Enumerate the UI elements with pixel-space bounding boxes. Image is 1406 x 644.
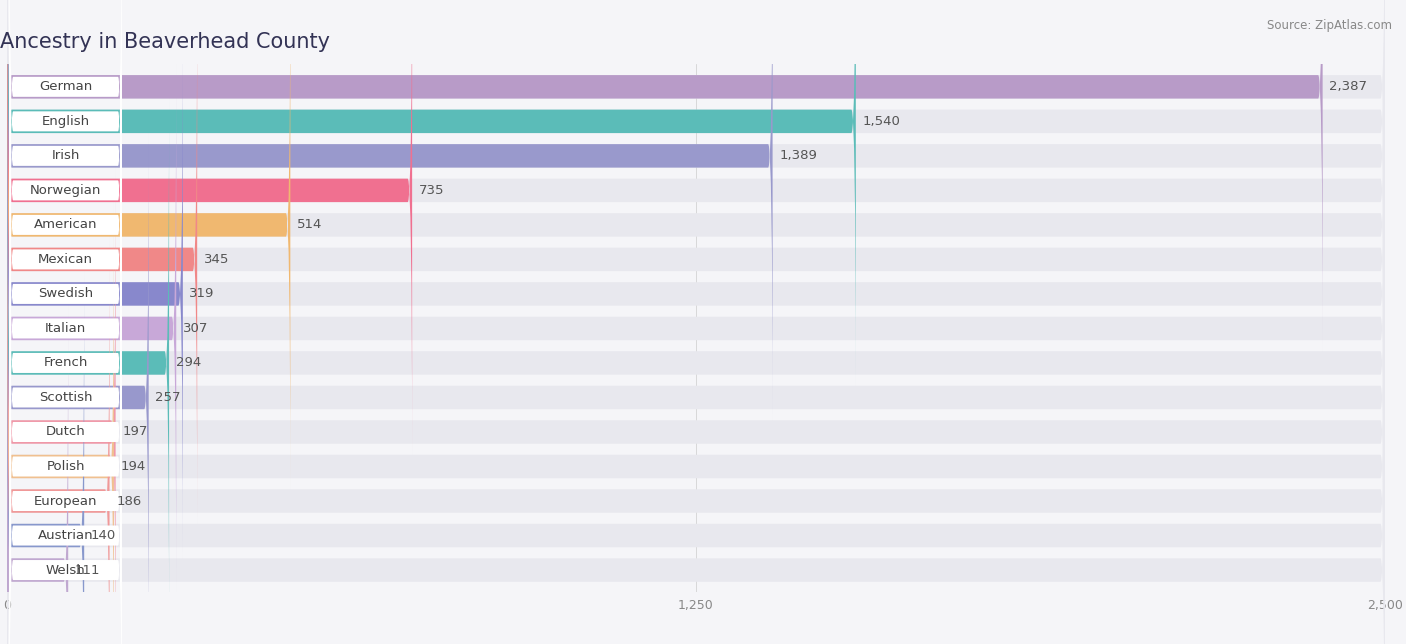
Text: Austrian: Austrian bbox=[38, 529, 93, 542]
Text: 1,540: 1,540 bbox=[862, 115, 900, 128]
FancyBboxPatch shape bbox=[7, 30, 183, 558]
FancyBboxPatch shape bbox=[7, 202, 1385, 644]
FancyBboxPatch shape bbox=[7, 306, 69, 644]
FancyBboxPatch shape bbox=[7, 0, 856, 386]
FancyBboxPatch shape bbox=[10, 131, 122, 594]
Text: Italian: Italian bbox=[45, 322, 86, 335]
Text: Source: ZipAtlas.com: Source: ZipAtlas.com bbox=[1267, 19, 1392, 32]
Text: 1,389: 1,389 bbox=[779, 149, 817, 162]
Text: 140: 140 bbox=[91, 529, 117, 542]
Text: 194: 194 bbox=[121, 460, 146, 473]
Text: Dutch: Dutch bbox=[46, 426, 86, 439]
FancyBboxPatch shape bbox=[7, 167, 1385, 644]
Text: 319: 319 bbox=[190, 287, 215, 300]
FancyBboxPatch shape bbox=[7, 271, 1385, 644]
FancyBboxPatch shape bbox=[10, 0, 122, 422]
FancyBboxPatch shape bbox=[10, 0, 122, 388]
FancyBboxPatch shape bbox=[7, 0, 1385, 386]
Text: 735: 735 bbox=[419, 184, 444, 197]
FancyBboxPatch shape bbox=[7, 167, 115, 644]
FancyBboxPatch shape bbox=[10, 28, 122, 491]
Text: Ancestry in Beaverhead County: Ancestry in Beaverhead County bbox=[0, 32, 330, 52]
FancyBboxPatch shape bbox=[7, 271, 84, 644]
FancyBboxPatch shape bbox=[7, 64, 176, 593]
FancyBboxPatch shape bbox=[10, 304, 122, 644]
FancyBboxPatch shape bbox=[7, 133, 149, 644]
FancyBboxPatch shape bbox=[10, 339, 122, 644]
FancyBboxPatch shape bbox=[7, 64, 1385, 593]
Text: German: German bbox=[39, 80, 93, 93]
FancyBboxPatch shape bbox=[7, 0, 1385, 524]
Text: English: English bbox=[42, 115, 90, 128]
Text: Mexican: Mexican bbox=[38, 253, 93, 266]
FancyBboxPatch shape bbox=[7, 0, 412, 455]
FancyBboxPatch shape bbox=[10, 166, 122, 629]
Text: 307: 307 bbox=[183, 322, 208, 335]
FancyBboxPatch shape bbox=[7, 236, 110, 644]
Text: French: French bbox=[44, 357, 87, 370]
FancyBboxPatch shape bbox=[10, 235, 122, 644]
Text: 257: 257 bbox=[155, 391, 181, 404]
FancyBboxPatch shape bbox=[7, 0, 1323, 351]
Text: Scottish: Scottish bbox=[39, 391, 93, 404]
FancyBboxPatch shape bbox=[10, 62, 122, 526]
Text: Welsh: Welsh bbox=[46, 564, 86, 576]
Text: 111: 111 bbox=[75, 564, 100, 576]
FancyBboxPatch shape bbox=[10, 97, 122, 560]
Text: American: American bbox=[34, 218, 97, 231]
FancyBboxPatch shape bbox=[7, 0, 1385, 351]
Text: Swedish: Swedish bbox=[38, 287, 93, 300]
FancyBboxPatch shape bbox=[7, 202, 114, 644]
Text: European: European bbox=[34, 495, 97, 507]
Text: 345: 345 bbox=[204, 253, 229, 266]
FancyBboxPatch shape bbox=[7, 306, 1385, 644]
FancyBboxPatch shape bbox=[7, 99, 1385, 627]
FancyBboxPatch shape bbox=[10, 0, 122, 318]
FancyBboxPatch shape bbox=[7, 0, 290, 489]
FancyBboxPatch shape bbox=[7, 99, 169, 627]
FancyBboxPatch shape bbox=[7, 0, 1385, 455]
FancyBboxPatch shape bbox=[10, 269, 122, 644]
FancyBboxPatch shape bbox=[7, 133, 1385, 644]
Text: Norwegian: Norwegian bbox=[30, 184, 101, 197]
FancyBboxPatch shape bbox=[7, 236, 1385, 644]
FancyBboxPatch shape bbox=[10, 0, 122, 457]
FancyBboxPatch shape bbox=[7, 30, 1385, 558]
Text: 186: 186 bbox=[117, 495, 142, 507]
FancyBboxPatch shape bbox=[10, 0, 122, 353]
Text: 514: 514 bbox=[297, 218, 322, 231]
FancyBboxPatch shape bbox=[7, 0, 772, 421]
FancyBboxPatch shape bbox=[7, 0, 197, 524]
Text: 2,387: 2,387 bbox=[1329, 80, 1367, 93]
FancyBboxPatch shape bbox=[7, 0, 1385, 421]
Text: Irish: Irish bbox=[52, 149, 80, 162]
FancyBboxPatch shape bbox=[10, 200, 122, 644]
FancyBboxPatch shape bbox=[7, 0, 1385, 489]
Text: 197: 197 bbox=[122, 426, 148, 439]
Text: 294: 294 bbox=[176, 357, 201, 370]
Text: Polish: Polish bbox=[46, 460, 84, 473]
